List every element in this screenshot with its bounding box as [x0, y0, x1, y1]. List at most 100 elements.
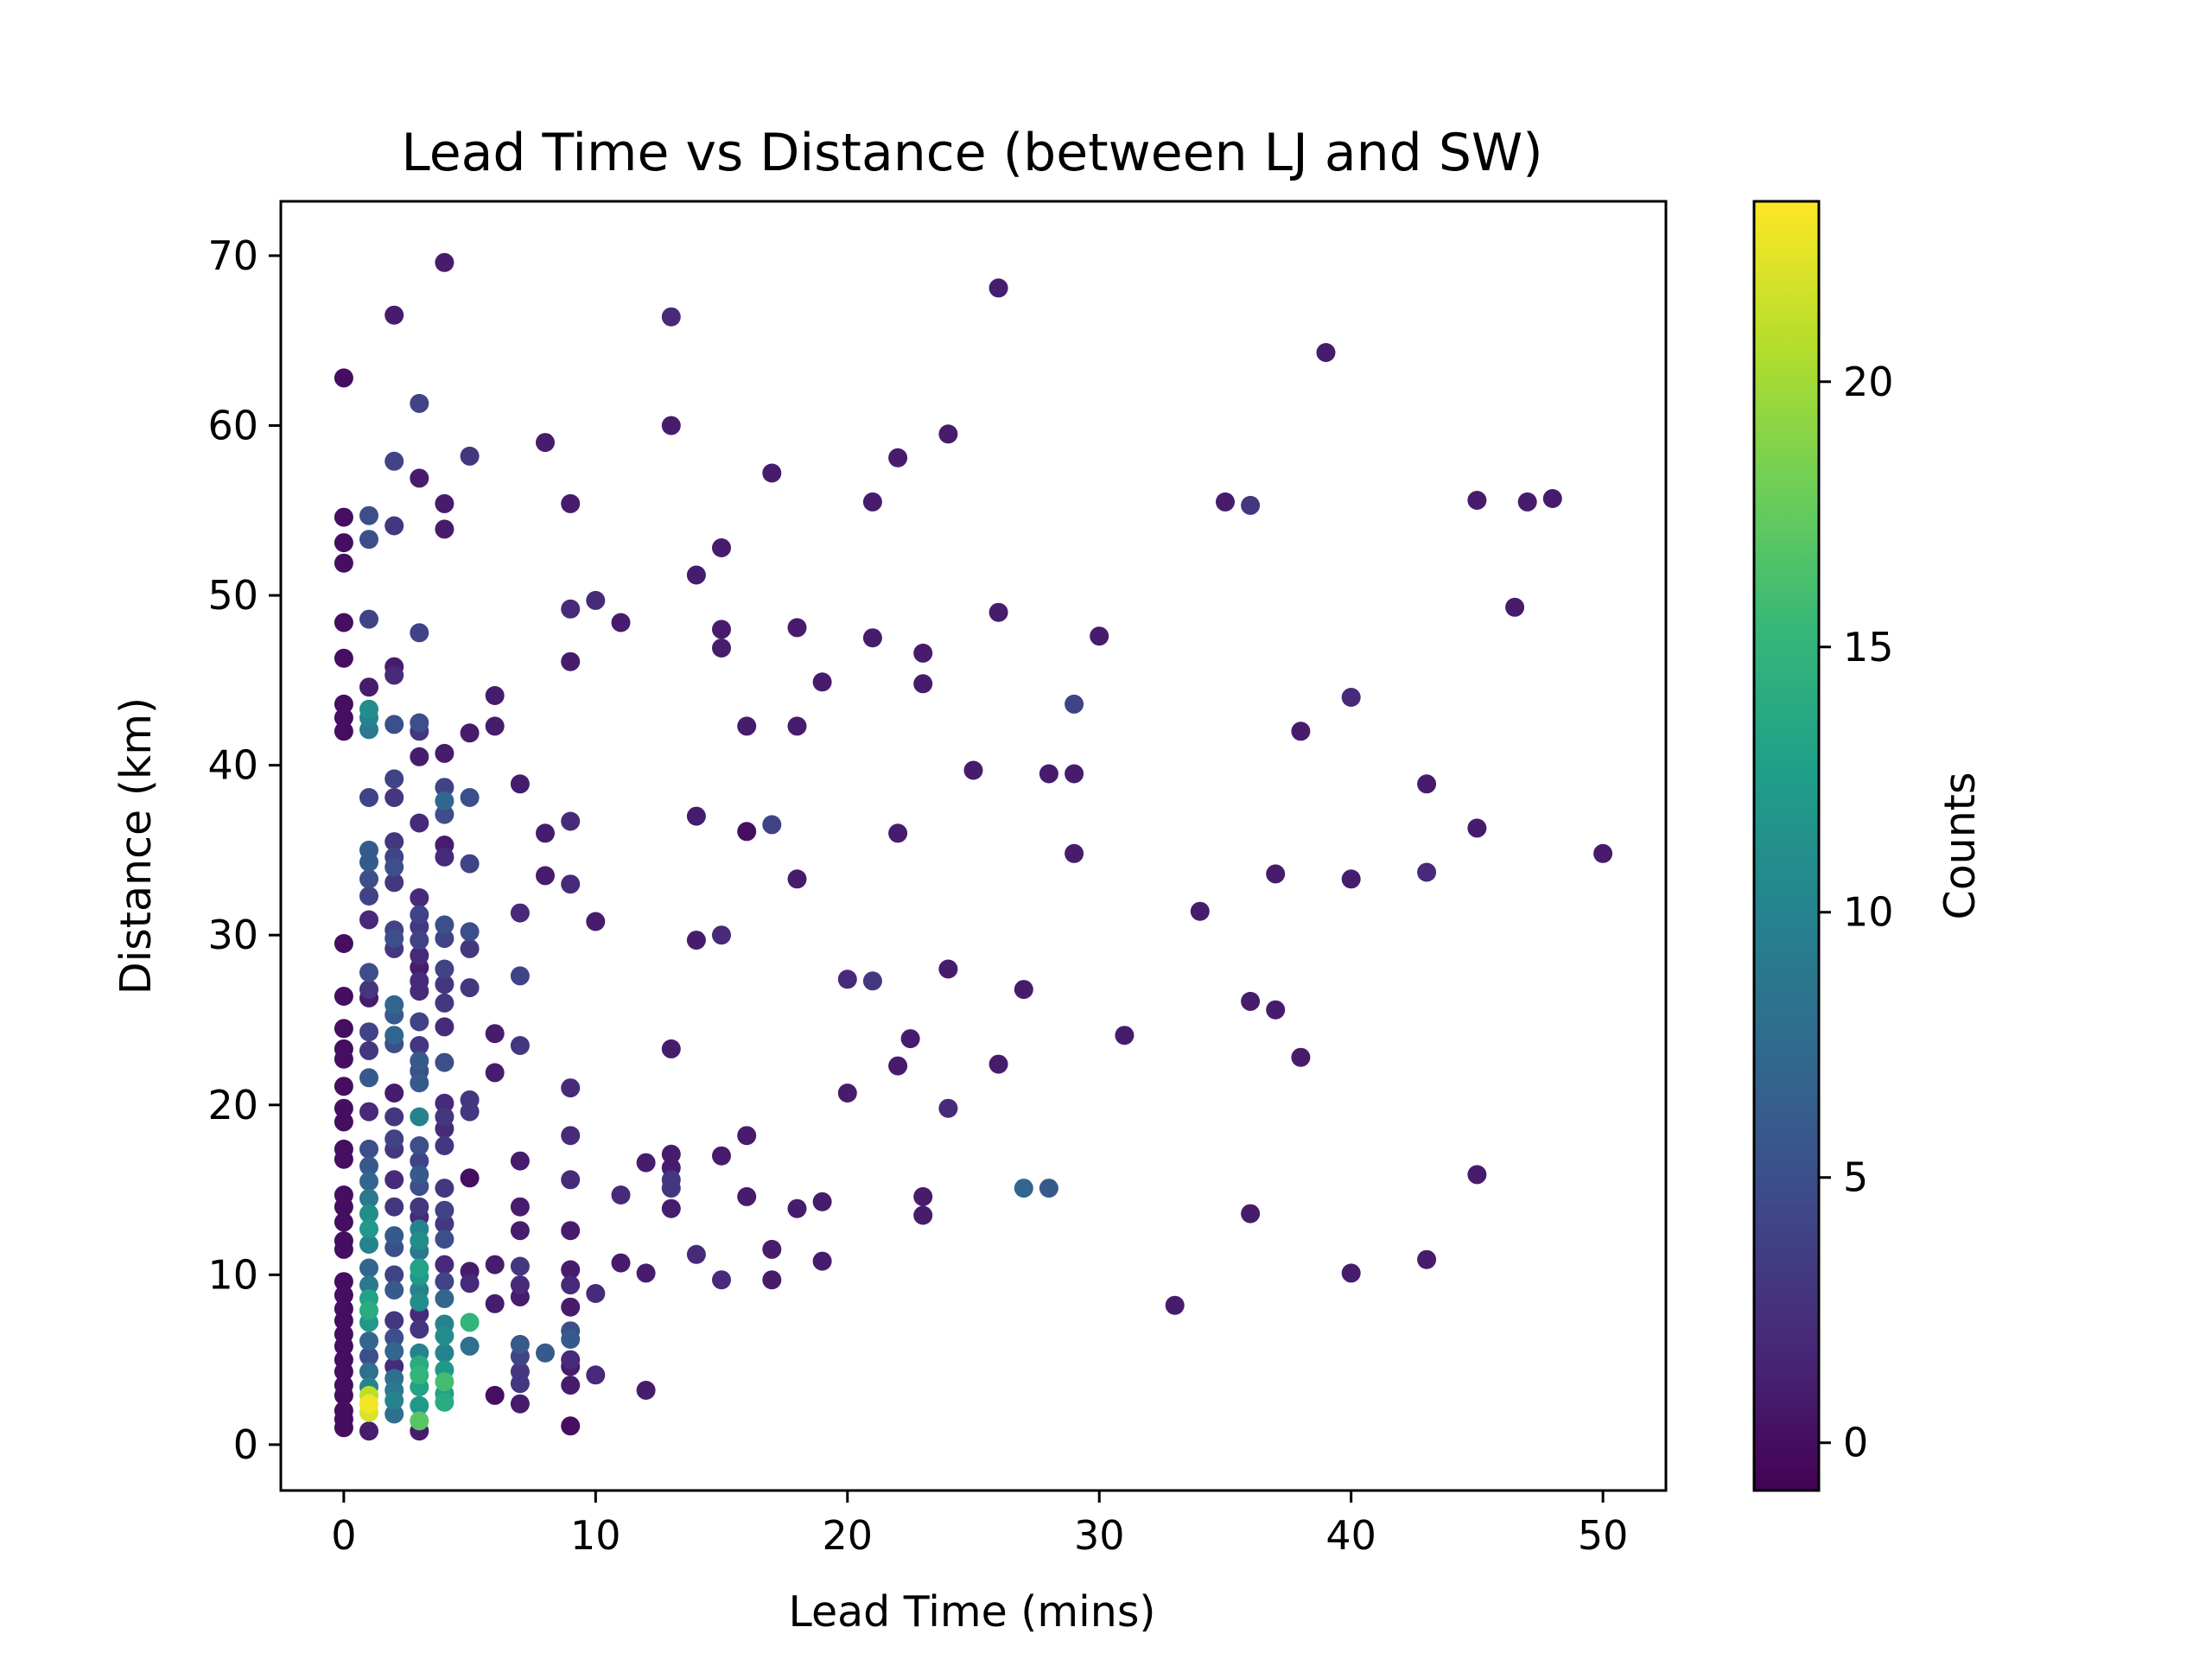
- y-tick-label: 10: [207, 1251, 258, 1298]
- data-point: [435, 1272, 454, 1292]
- data-point: [561, 811, 581, 831]
- data-point: [737, 822, 757, 842]
- data-point: [712, 925, 731, 945]
- y-tick-label: 50: [207, 572, 258, 619]
- data-point: [586, 590, 606, 610]
- plot-frame: [279, 200, 1668, 1492]
- data-point: [334, 1098, 353, 1118]
- x-tick-label: 20: [822, 1512, 873, 1559]
- data-point: [359, 505, 378, 525]
- data-point: [410, 1395, 429, 1415]
- data-point: [1316, 343, 1336, 362]
- data-point: [334, 1212, 353, 1232]
- data-point: [385, 665, 404, 685]
- data-point: [737, 1126, 757, 1146]
- data-point: [410, 1258, 429, 1278]
- data-point: [938, 1098, 958, 1118]
- data-point: [1065, 764, 1084, 784]
- data-point: [561, 652, 581, 671]
- data-point: [435, 1392, 454, 1412]
- data-point: [611, 613, 631, 632]
- data-point: [485, 1063, 505, 1083]
- data-point: [410, 982, 429, 1001]
- y-tick-label: 20: [207, 1082, 258, 1128]
- data-point: [359, 980, 378, 1000]
- data-point: [385, 769, 404, 789]
- data-point: [359, 1300, 378, 1320]
- data-point: [435, 1255, 454, 1274]
- data-point: [410, 1073, 429, 1093]
- data-point: [410, 1365, 429, 1385]
- data-point: [837, 1084, 857, 1103]
- data-point: [485, 1294, 505, 1313]
- data-point: [1417, 1249, 1437, 1269]
- data-point: [636, 1153, 656, 1173]
- data-point: [762, 463, 782, 483]
- x-axis: 0 10 20 30 40 50: [331, 1491, 1628, 1559]
- data-point: [435, 252, 454, 272]
- data-point: [1291, 1047, 1311, 1067]
- data-point: [636, 1381, 656, 1400]
- data-point: [359, 677, 378, 697]
- data-point: [359, 1204, 378, 1224]
- data-point: [1291, 721, 1311, 741]
- x-tick-label: 30: [1074, 1512, 1125, 1559]
- data-point: [1542, 489, 1562, 508]
- data-point: [435, 1052, 454, 1072]
- data-point: [938, 959, 958, 979]
- data-point: [359, 887, 378, 906]
- data-point: [410, 468, 429, 488]
- y-tick-label: 40: [207, 742, 258, 789]
- data-point: [385, 873, 404, 893]
- data-point: [510, 1334, 530, 1354]
- data-point: [1039, 764, 1058, 784]
- data-point: [460, 1336, 480, 1356]
- data-point: [686, 931, 706, 950]
- data-point: [410, 1231, 429, 1250]
- data-point: [460, 446, 480, 466]
- data-point: [385, 451, 404, 471]
- data-point: [988, 278, 1008, 298]
- x-axis-label: Lead Time (mins): [789, 1587, 1156, 1637]
- data-point: [410, 813, 429, 833]
- data-point: [460, 854, 480, 874]
- data-point: [334, 1362, 353, 1382]
- data-point: [435, 1093, 454, 1113]
- y-tick-label: 30: [207, 912, 258, 958]
- data-point: [385, 1170, 404, 1190]
- data-point: [410, 1051, 429, 1071]
- data-point: [385, 788, 404, 807]
- data-point: [586, 1284, 606, 1303]
- data-point: [359, 788, 378, 807]
- data-point: [385, 857, 404, 877]
- data-point: [334, 1385, 353, 1405]
- data-point: [435, 1136, 454, 1155]
- data-point: [359, 1346, 378, 1366]
- data-point: [1505, 597, 1525, 617]
- data-point: [435, 1230, 454, 1249]
- data-point: [812, 672, 832, 692]
- data-point: [510, 1151, 530, 1171]
- data-point: [812, 1251, 832, 1271]
- data-point: [359, 1156, 378, 1176]
- y-tick-label: 0: [233, 1421, 258, 1468]
- data-point: [510, 774, 530, 794]
- data-point: [862, 971, 882, 991]
- data-point: [460, 978, 480, 998]
- data-point: [787, 618, 807, 638]
- data-point: [410, 1165, 429, 1185]
- data-point: [1341, 1263, 1361, 1283]
- data-point: [1065, 843, 1084, 863]
- data-point: [561, 1350, 581, 1370]
- x-tick-label: 0: [331, 1512, 356, 1559]
- data-point: [1341, 688, 1361, 707]
- y-tick-label: 60: [207, 402, 258, 448]
- data-point: [435, 1214, 454, 1234]
- data-point: [359, 1275, 378, 1295]
- data-point: [913, 643, 933, 663]
- data-point: [862, 492, 882, 512]
- data-point: [862, 628, 882, 648]
- data-point: [359, 910, 378, 930]
